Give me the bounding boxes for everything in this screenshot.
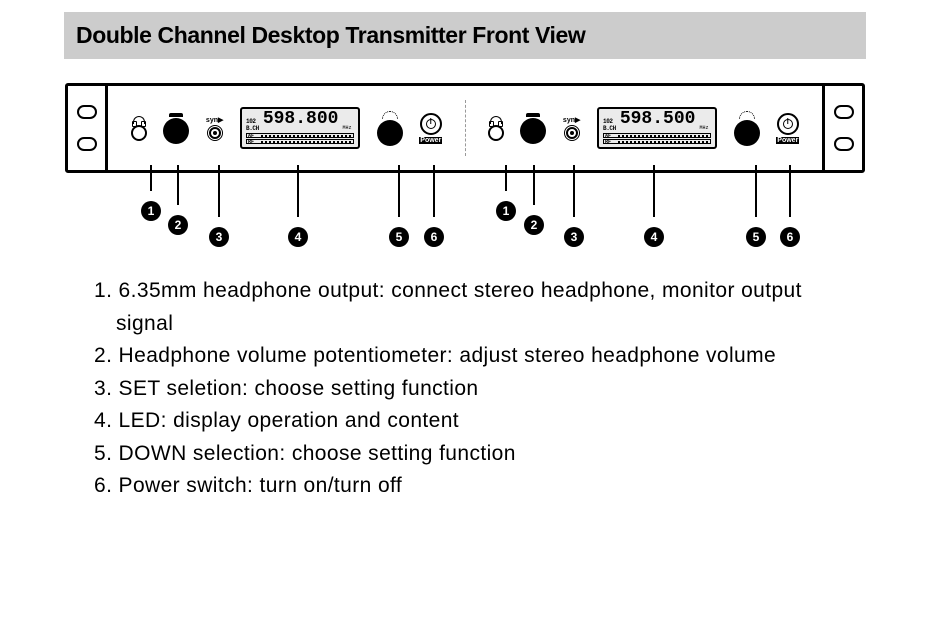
down-knob [734, 120, 760, 146]
callout-line [177, 165, 179, 205]
rack-ear-left [68, 86, 108, 170]
page-title: Double Channel Desktop Transmitter Front… [76, 22, 854, 49]
callout-marker: 2 [168, 215, 188, 235]
callout-marker: 2 [524, 215, 544, 235]
rack-hole [834, 137, 854, 151]
sync-label: syn▶ [563, 116, 580, 124]
rf-meter: RF [246, 139, 354, 144]
sync-button-group: syn▶ [563, 116, 580, 141]
knob-pointer-icon [169, 113, 183, 117]
lcd-display: 102B.CH 598.500 MHz AF RF [597, 107, 717, 149]
legend-item: 5. DOWN selection: choose setting functi… [94, 438, 836, 471]
callout-line [573, 165, 575, 217]
rack-ear-right [822, 86, 862, 170]
lcd-frequency: 598.500 [620, 111, 696, 127]
callout-line [398, 165, 400, 217]
lcd-top-row: 102B.CH 598.800 MHz [246, 111, 354, 132]
callout-marker: 1 [496, 201, 516, 221]
power-button [420, 113, 442, 135]
sync-ring [564, 125, 580, 141]
headphone-icon [490, 116, 502, 124]
channel-a: syn▶ 102B.CH 598.800 MHz [108, 86, 465, 170]
volume-knob-group [520, 113, 546, 144]
down-knob [377, 120, 403, 146]
title-bar: Double Channel Desktop Transmitter Front… [64, 12, 866, 59]
legend-item: 2. Headphone volume potentiometer: adjus… [94, 340, 836, 373]
lcd-channel-label: 102B.CH [603, 118, 616, 132]
power-group: Power [776, 113, 799, 144]
callout-layer: 123456123456 [65, 183, 865, 253]
callout-line [789, 165, 791, 217]
power-label: Power [419, 137, 442, 144]
lcd-unit: MHz [699, 125, 708, 132]
callout-marker: 6 [424, 227, 444, 247]
volume-knob [163, 118, 189, 144]
callout-line [297, 165, 299, 217]
sync-button-group: syn▶ [206, 116, 223, 141]
lcd-channel-label: 102B.CH [246, 118, 259, 132]
callout-marker: 6 [780, 227, 800, 247]
volume-knob [520, 118, 546, 144]
lcd-top-row: 102B.CH 598.500 MHz [603, 111, 711, 132]
callout-line [533, 165, 535, 205]
arc-icon [739, 111, 755, 119]
callout-line [150, 165, 152, 191]
callout-marker: 4 [644, 227, 664, 247]
sync-button [566, 127, 578, 139]
headphone-jack-group [131, 116, 147, 141]
callout-marker: 5 [746, 227, 766, 247]
callout-line [505, 165, 507, 191]
volume-knob-group [163, 113, 189, 144]
device-diagram: syn▶ 102B.CH 598.800 MHz [65, 83, 865, 173]
lcd-frequency: 598.800 [263, 111, 339, 127]
rack-hole [77, 105, 97, 119]
callout-line [653, 165, 655, 217]
sync-label: syn▶ [206, 116, 223, 124]
power-group: Power [419, 113, 442, 144]
headphone-jack [131, 125, 147, 141]
chassis: syn▶ 102B.CH 598.800 MHz [65, 83, 865, 173]
callout-line [218, 165, 220, 217]
sync-button [209, 127, 221, 139]
page: Double Channel Desktop Transmitter Front… [0, 0, 930, 503]
af-meter: AF [603, 133, 711, 138]
legend-item: 3. SET seletion: choose setting function [94, 373, 836, 406]
callout-marker: 3 [209, 227, 229, 247]
callout-line [755, 165, 757, 217]
front-panel: syn▶ 102B.CH 598.800 MHz [108, 86, 822, 170]
down-knob-group [377, 111, 403, 146]
power-icon [426, 119, 436, 129]
rf-meter: RF [603, 139, 711, 144]
af-meter: AF [246, 133, 354, 138]
callout-marker: 5 [389, 227, 409, 247]
callout-marker: 3 [564, 227, 584, 247]
arc-icon [382, 111, 398, 119]
rack-hole [834, 105, 854, 119]
channel-b: syn▶ 102B.CH 598.500 MHz [465, 86, 822, 170]
power-icon [783, 119, 793, 129]
rack-hole [77, 137, 97, 151]
headphone-icon [133, 116, 145, 124]
knob-pointer-icon [526, 113, 540, 117]
power-button [777, 113, 799, 135]
lcd-meters: AF RF [603, 132, 711, 144]
power-label: Power [776, 137, 799, 144]
legend-item: 1. 6.35mm headphone output: connect ster… [94, 275, 836, 340]
lcd-meters: AF RF [246, 132, 354, 144]
headphone-jack [488, 125, 504, 141]
callout-marker: 1 [141, 201, 161, 221]
callout-line [433, 165, 435, 217]
lcd-display: 102B.CH 598.800 MHz AF RF [240, 107, 360, 149]
down-knob-group [734, 111, 760, 146]
legend-item: 6. Power switch: turn on/turn off [94, 470, 836, 503]
headphone-jack-group [488, 116, 504, 141]
legend-item: 4. LED: display operation and content [94, 405, 836, 438]
callout-marker: 4 [288, 227, 308, 247]
legend: 1. 6.35mm headphone output: connect ster… [24, 271, 906, 503]
lcd-unit: MHz [342, 125, 351, 132]
sync-ring [207, 125, 223, 141]
